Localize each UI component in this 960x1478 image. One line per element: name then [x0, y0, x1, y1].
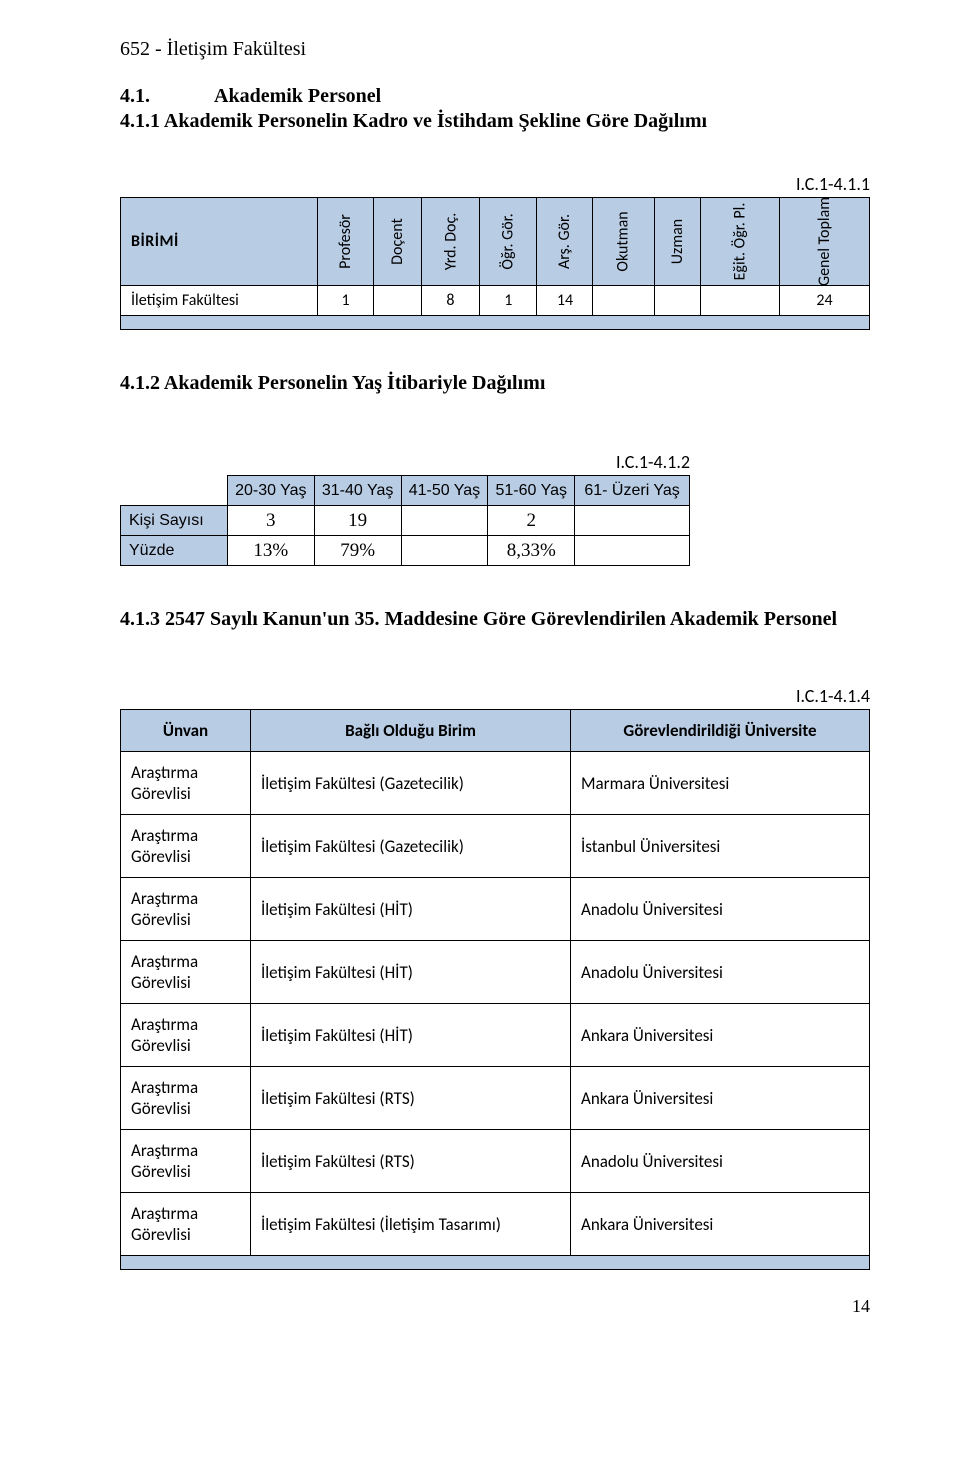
- table-3-cell: Anadolu Üniversitesi: [571, 1130, 870, 1193]
- table-1-col-6: Uzman: [654, 198, 700, 286]
- table-3-cell: İstanbul Üniversitesi: [571, 815, 870, 878]
- section-number: 4.1.: [120, 85, 150, 108]
- table-1-col-8: Genel Toplam: [779, 198, 869, 286]
- table-1-col-3: Öğr. Gör.: [480, 198, 537, 286]
- table-1-cell: [654, 286, 700, 316]
- table-2-cell: 3: [227, 506, 314, 536]
- table-2-cell: 19: [314, 506, 401, 536]
- table-2-col-2: 41-50 Yaş: [401, 476, 488, 506]
- table-2-col-4: 61- Üzeri Yaş: [575, 476, 690, 506]
- table-3-row: Araştırma Görevlisi İletişim Fakültesi (…: [121, 1067, 870, 1130]
- table-2-row-label: Yüzde: [121, 536, 228, 566]
- page-header: 652 - İletişim Fakültesi: [120, 38, 870, 61]
- table-1-row-label: İletişim Fakültesi: [121, 286, 318, 316]
- table-1-code: I.C.1-4.1.1: [120, 173, 870, 195]
- table-2-col-0: 20-30 Yaş: [227, 476, 314, 506]
- table-2-code: I.C.1-4.1.2: [120, 451, 690, 473]
- table-3-code: I.C.1-4.1.4: [120, 685, 870, 707]
- table-1-blank-row: [121, 316, 870, 330]
- table-3-row: Araştırma Görevlisi İletişim Fakültesi (…: [121, 941, 870, 1004]
- table-3-cell: İletişim Fakültesi (Gazetecilik): [251, 815, 571, 878]
- table-2-col-1: 31-40 Yaş: [314, 476, 401, 506]
- table-3-row: Araştırma Görevlisi İletişim Fakültesi (…: [121, 1004, 870, 1067]
- table-3-cell: Ankara Üniversitesi: [571, 1067, 870, 1130]
- table-2-row-label: Kişi Sayısı: [121, 506, 228, 536]
- table-1-col-7: Eğit. Öğr. Pl.: [701, 198, 780, 286]
- table-3-cell: İletişim Fakültesi (Gazetecilik): [251, 752, 571, 815]
- table-1-col-1: Doçent: [373, 198, 421, 286]
- page-number: 14: [120, 1296, 870, 1317]
- table-1-cell: 8: [421, 286, 480, 316]
- table-2-cell: 8,33%: [488, 536, 575, 566]
- table-2-cell: 79%: [314, 536, 401, 566]
- table-3-cell: İletişim Fakültesi (RTS): [251, 1130, 571, 1193]
- table-3-assignments: Ünvan Bağlı Olduğu Birim Görevlendirildi…: [120, 709, 870, 1270]
- table-3-cell: İletişim Fakültesi (RTS): [251, 1067, 571, 1130]
- table-3-row: Araştırma Görevlisi İletişim Fakültesi (…: [121, 878, 870, 941]
- table-1-cell: 1: [318, 286, 374, 316]
- table-3-cell: İletişim Fakültesi (HİT): [251, 878, 571, 941]
- table-2-age-distribution: 20-30 Yaş 31-40 Yaş 41-50 Yaş 51-60 Yaş …: [120, 475, 690, 566]
- table-3-cell: Ankara Üniversitesi: [571, 1193, 870, 1256]
- table-3-cell: Anadolu Üniversitesi: [571, 878, 870, 941]
- table-1-cell: [701, 286, 780, 316]
- section-title: Akademik Personel: [214, 85, 381, 108]
- table-3-cell: Araştırma Görevlisi: [121, 941, 251, 1004]
- table-1-col-5: Okutman: [593, 198, 654, 286]
- table-1-cell: 14: [537, 286, 593, 316]
- table-3-cell: İletişim Fakültesi (HİT): [251, 1004, 571, 1067]
- table-1-birimi-header: BİRİMİ: [121, 198, 318, 286]
- subsection-1-heading: 4.1.1 Akademik Personelin Kadro ve İstih…: [120, 110, 870, 133]
- table-3-cell: Marmara Üniversitesi: [571, 752, 870, 815]
- table-3-cell: Araştırma Görevlisi: [121, 878, 251, 941]
- table-2-row: Kişi Sayısı 3 19 2: [121, 506, 690, 536]
- table-3-row: Araştırma Görevlisi İletişim Fakültesi (…: [121, 1193, 870, 1256]
- table-3-cell: Araştırma Görevlisi: [121, 1130, 251, 1193]
- page: 652 - İletişim Fakültesi 4.1. Akademik P…: [0, 0, 960, 1347]
- table-3-row: Araştırma Görevlisi İletişim Fakültesi (…: [121, 752, 870, 815]
- table-3-blank-row: [121, 1256, 870, 1270]
- table-2-row: Yüzde 13% 79% 8,33%: [121, 536, 690, 566]
- table-1-col-2: Yrd. Doç.: [421, 198, 480, 286]
- table-3-row: Araştırma Görevlisi İletişim Fakültesi (…: [121, 815, 870, 878]
- table-3-cell: İletişim Fakültesi (İletişim Tasarımı): [251, 1193, 571, 1256]
- table-2-cell: [575, 506, 690, 536]
- table-3-cell: Araştırma Görevlisi: [121, 752, 251, 815]
- table-1-personnel-titles: BİRİMİ Profesör Doçent Yrd. Doç. Öğr. Gö…: [120, 197, 870, 330]
- table-2-col-3: 51-60 Yaş: [488, 476, 575, 506]
- table-1-cell: [593, 286, 654, 316]
- subsection-2-heading: 4.1.2 Akademik Personelin Yaş İtibariyle…: [120, 372, 870, 395]
- section-heading: 4.1. Akademik Personel: [120, 85, 870, 108]
- table-2-empty-header: [121, 476, 228, 506]
- table-2-cell: [401, 506, 488, 536]
- table-3-row: Araştırma Görevlisi İletişim Fakültesi (…: [121, 1130, 870, 1193]
- table-3-cell: Araştırma Görevlisi: [121, 1067, 251, 1130]
- table-2-cell: 13%: [227, 536, 314, 566]
- table-3-cell: Araştırma Görevlisi: [121, 1004, 251, 1067]
- table-1-cell: [373, 286, 421, 316]
- table-3-cell: Anadolu Üniversitesi: [571, 941, 870, 1004]
- table-3-cell: Araştırma Görevlisi: [121, 815, 251, 878]
- table-1-row: İletişim Fakültesi 1 8 1 14 24: [121, 286, 870, 316]
- table-2-cell: 2: [488, 506, 575, 536]
- table-1-cell: 24: [779, 286, 869, 316]
- table-1-col-0: Profesör: [318, 198, 374, 286]
- table-2-wrap: I.C.1-4.1.2 20-30 Yaş 31-40 Yaş 41-50 Ya…: [120, 451, 690, 566]
- table-2-cell: [401, 536, 488, 566]
- table-3-cell: Araştırma Görevlisi: [121, 1193, 251, 1256]
- table-3-cell: İletişim Fakültesi (HİT): [251, 941, 571, 1004]
- table-3-header-2: Görevlendirildiği Üniversite: [571, 710, 870, 752]
- table-1-col-4: Arş. Gör.: [537, 198, 593, 286]
- subsection-3-heading: 4.1.3 2547 Sayılı Kanun'un 35. Maddesine…: [120, 608, 870, 631]
- table-3-header-1: Bağlı Olduğu Birim: [251, 710, 571, 752]
- table-2-cell: [575, 536, 690, 566]
- table-3-cell: Ankara Üniversitesi: [571, 1004, 870, 1067]
- table-1-cell: 1: [480, 286, 537, 316]
- table-3-header-0: Ünvan: [121, 710, 251, 752]
